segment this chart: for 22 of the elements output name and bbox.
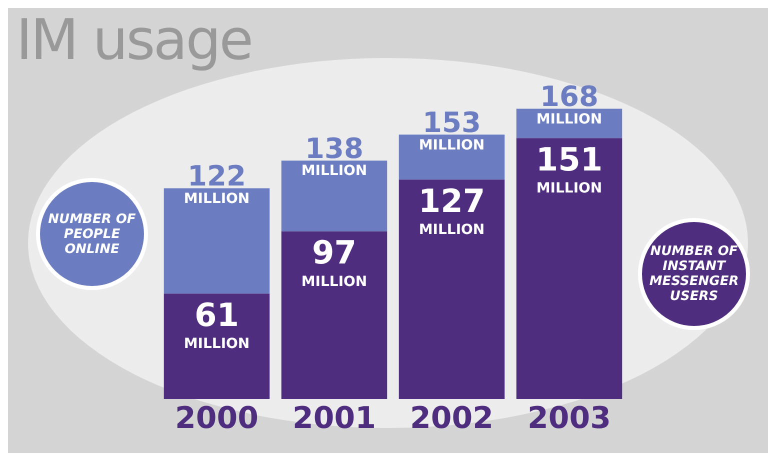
x-tick-label: 2000 (175, 400, 258, 436)
x-tick-label: 2001 (292, 400, 376, 436)
total-label: 122 MILLION (184, 159, 250, 207)
bar (281, 160, 388, 232)
bar (281, 231, 388, 399)
x-tick-label: 2002 (410, 400, 494, 436)
total-label: 138 MILLION (301, 132, 368, 180)
bar (164, 188, 270, 294)
bar (398, 134, 505, 180)
text: NUMBER OF INSTANT MESSENGER USERS (638, 218, 750, 330)
data-label: 151 MILLION (536, 140, 603, 197)
data-label: 127 MILLION (418, 182, 486, 238)
data-label: 97 MILLION (301, 234, 368, 290)
total-label: 153 MILLION (418, 106, 485, 154)
bar (516, 138, 622, 399)
text: NUMBER OF PEOPLE ONLINE (36, 178, 148, 290)
bar (164, 294, 270, 399)
chart-title: IM usage (16, 8, 252, 73)
data-label: 61 MILLION (184, 296, 250, 352)
bar (398, 180, 505, 399)
x-tick-label: 2003 (528, 400, 611, 436)
total-label: 168 MILLION (536, 80, 602, 128)
